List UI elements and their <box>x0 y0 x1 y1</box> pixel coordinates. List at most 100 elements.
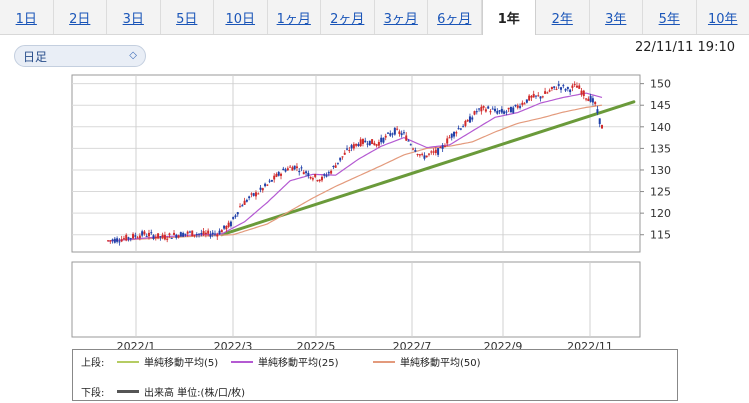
candle-body <box>161 234 164 238</box>
candle-body <box>393 128 396 135</box>
candle-body <box>302 172 305 175</box>
candle-body <box>380 137 383 143</box>
y-tick-label: 115 <box>650 229 671 242</box>
candle-body <box>213 233 216 235</box>
candle-body <box>323 174 326 176</box>
candle-body <box>418 154 421 156</box>
candle-body <box>462 126 465 128</box>
candle-body <box>125 234 128 241</box>
candle-body <box>150 232 153 234</box>
tab-4[interactable]: 10日 <box>214 0 268 34</box>
tab-11[interactable]: 3年 <box>590 0 643 34</box>
ma25-layer <box>107 92 603 242</box>
candle-body <box>384 135 387 138</box>
candle-body <box>387 132 390 134</box>
candle-body <box>557 84 560 86</box>
candle-body <box>405 135 408 141</box>
candle-body <box>334 165 337 168</box>
tab-6[interactable]: 2ヶ月 <box>321 0 375 34</box>
interval-select[interactable]: 日足 ◇ <box>14 45 146 67</box>
candle-body <box>473 111 476 115</box>
tab-12[interactable]: 5年 <box>643 0 697 34</box>
candle-body <box>555 88 558 90</box>
tab-2[interactable]: 3日 <box>107 0 161 34</box>
candle-body <box>254 192 257 197</box>
candle-body <box>350 145 353 149</box>
tab-1[interactable]: 2日 <box>54 0 107 34</box>
candle-body <box>596 109 599 114</box>
legend-panel: 上段: 単純移動平均(5) 単純移動平均(25) 単純移動平均(50) 下段: … <box>72 349 678 401</box>
candle-body <box>530 95 533 98</box>
candle-body <box>359 139 362 147</box>
candle-body <box>132 233 135 239</box>
candle-body <box>138 235 141 239</box>
tab-10[interactable]: 2年 <box>536 0 590 34</box>
candle-body <box>357 144 360 147</box>
candle-body <box>580 90 583 95</box>
candle-body <box>223 225 226 229</box>
candle-body <box>480 106 483 112</box>
candle-body <box>416 153 419 155</box>
candle-body <box>468 116 471 123</box>
candle-body <box>423 155 426 159</box>
candle-body <box>441 145 444 149</box>
candle-body <box>537 95 540 97</box>
candle-body <box>241 205 244 207</box>
candle-body <box>478 108 481 110</box>
y-tick-label: 145 <box>650 99 671 112</box>
candle-body <box>446 138 449 144</box>
candle-body <box>471 117 474 120</box>
candle-body <box>109 240 112 242</box>
candle-body <box>514 104 517 107</box>
candle-body <box>562 85 565 87</box>
candle-body <box>457 128 460 130</box>
candle-body <box>311 178 314 180</box>
candle-body <box>141 231 144 236</box>
candle-body <box>291 167 294 171</box>
candle-body <box>371 139 374 144</box>
candle-body <box>129 238 132 240</box>
candle-body <box>173 232 176 235</box>
candle-body <box>466 119 469 122</box>
candle-body <box>154 236 157 238</box>
candle-body <box>453 131 456 137</box>
tab-0[interactable]: 1日 <box>0 0 54 34</box>
trendline <box>220 100 636 237</box>
candle-body <box>505 111 508 113</box>
candle-body <box>134 235 137 237</box>
candle-body <box>528 95 531 101</box>
candle-body <box>496 111 499 114</box>
y-tick-label: 140 <box>650 121 671 134</box>
tab-8[interactable]: 6ヶ月 <box>428 0 482 34</box>
y-tick-label: 120 <box>650 207 671 220</box>
legend-lower-label: 下段: <box>81 388 105 399</box>
candle-body <box>170 237 173 239</box>
candle-body <box>355 143 358 146</box>
candle-body <box>409 144 412 146</box>
tab-7[interactable]: 3ヶ月 <box>375 0 428 34</box>
tab-5[interactable]: 1ヶ月 <box>268 0 321 34</box>
candle-body <box>585 98 588 100</box>
candle-body <box>571 85 574 88</box>
candle-body <box>318 179 321 182</box>
legend-item-ma25: 単純移動平均(25) <box>231 354 339 369</box>
candle-body <box>566 87 569 89</box>
candle-body <box>200 232 203 235</box>
candle-body <box>239 206 242 208</box>
tab-13[interactable]: 10年 <box>707 11 738 27</box>
tab-3[interactable]: 5日 <box>161 0 214 34</box>
candle-body <box>548 90 551 92</box>
candle-body <box>195 234 198 236</box>
candle-body <box>266 184 269 186</box>
candle-body <box>475 111 478 113</box>
candle-body <box>184 233 187 235</box>
candle-body <box>234 215 237 218</box>
candle-body <box>270 180 273 182</box>
ma50-line <box>107 104 603 242</box>
candle-body <box>243 200 246 205</box>
ma5-label: 単純移動平均(5) <box>144 358 219 369</box>
tab-9[interactable]: 1年 <box>481 0 536 35</box>
candle-body <box>236 212 239 215</box>
candle-body <box>500 108 503 113</box>
